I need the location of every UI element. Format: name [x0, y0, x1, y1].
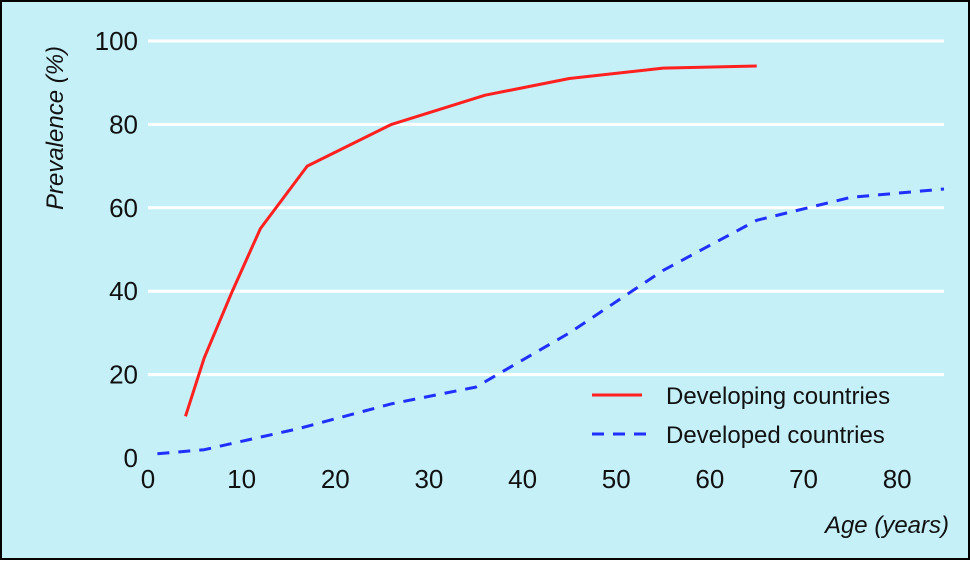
y-tick-label: 40 [109, 276, 138, 306]
x-tick-labels: 0 10 20 30 40 50 60 70 80 [141, 464, 912, 494]
y-tick-label: 100 [95, 26, 138, 56]
series-lines [157, 64, 945, 456]
x-tick-label: 0 [141, 464, 155, 494]
legend: Developing countries Developed countries [592, 383, 890, 449]
x-tick-label: 60 [695, 464, 724, 494]
x-tick-label: 20 [321, 464, 350, 494]
legend-label-developing: Developing countries [666, 383, 890, 410]
y-tick-label: 0 [124, 443, 138, 473]
x-tick-label: 80 [883, 464, 912, 494]
y-tick-labels: 0 20 40 60 80 100 [95, 26, 138, 473]
legend-label-developed: Developed countries [666, 422, 885, 449]
x-tick-label: 50 [602, 464, 631, 494]
series-line-developing [184, 64, 757, 417]
y-tick-label: 20 [109, 360, 138, 390]
x-tick-label: 40 [508, 464, 537, 494]
x-tick-label: 70 [789, 464, 818, 494]
gridlines [148, 39, 944, 377]
y-tick-label: 80 [109, 109, 138, 139]
y-tick-label: 60 [109, 193, 138, 223]
y-axis-label: Prevalence (%) [42, 46, 69, 210]
x-tick-label: 10 [227, 464, 256, 494]
x-axis-label: Age (years) [823, 512, 949, 539]
series-line-developed [157, 187, 945, 456]
x-tick-label: 30 [414, 464, 443, 494]
